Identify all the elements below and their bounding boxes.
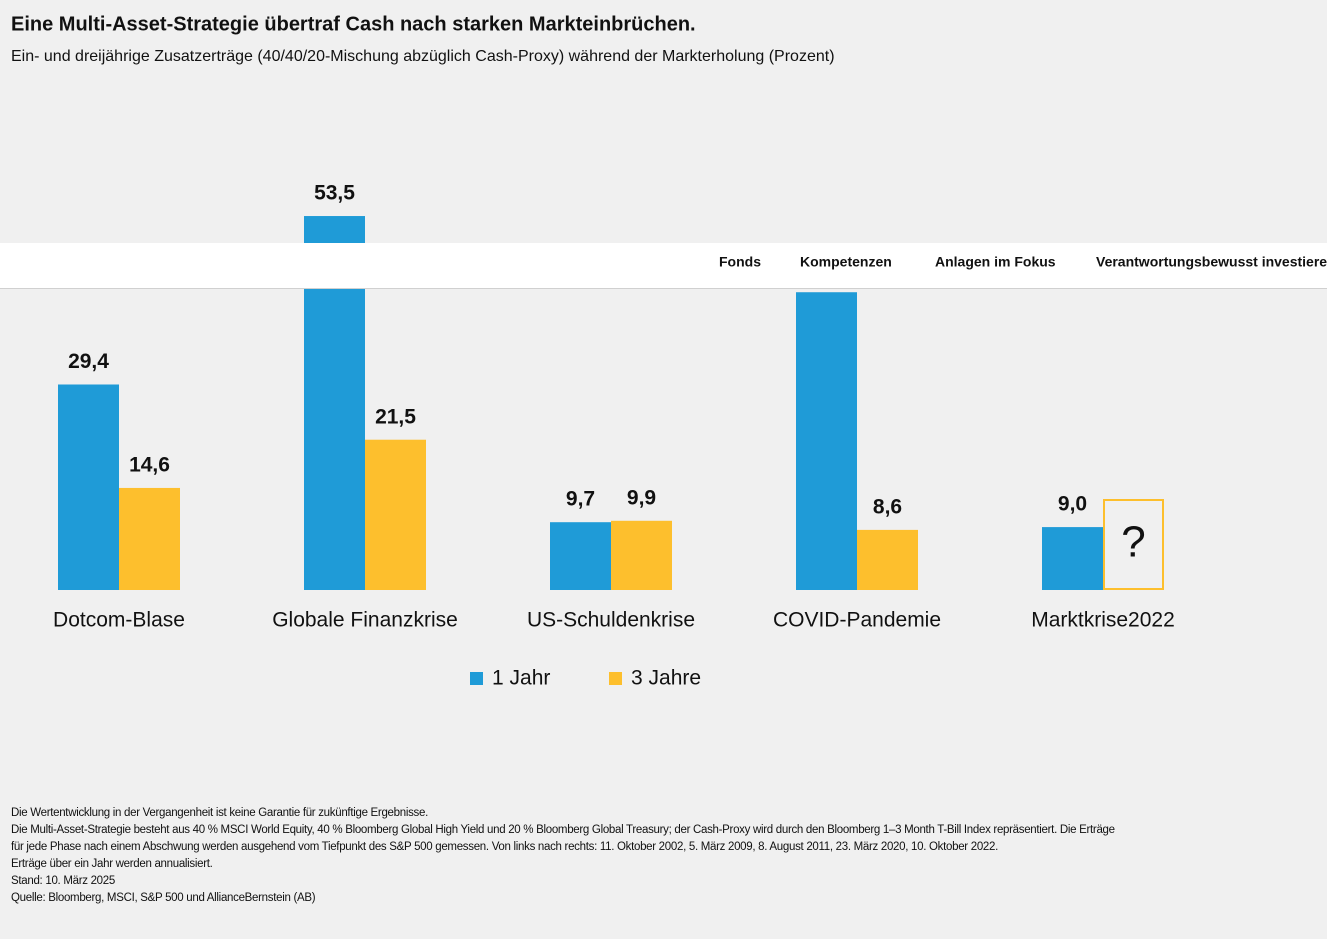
- value-label: 9,7: [566, 488, 595, 511]
- footnote: Erträge über ein Jahr werden annualisier…: [11, 858, 213, 870]
- placeholder-label: ?: [1121, 518, 1145, 567]
- nav-item[interactable]: Anlagen im Fokus: [935, 254, 1056, 270]
- bar: [550, 522, 611, 590]
- footnote: Die Wertentwicklung in der Vergangenheit…: [11, 807, 428, 819]
- nav-bar: [0, 243, 1327, 288]
- value-label: 14,6: [129, 453, 170, 476]
- bar: [1042, 527, 1103, 590]
- bar: [611, 520, 672, 590]
- bar: [857, 529, 918, 590]
- placeholder-box: [1103, 499, 1164, 590]
- bar: [365, 439, 426, 590]
- nav-item[interactable]: Fonds: [719, 254, 761, 270]
- legend-swatch: [470, 672, 483, 685]
- x-tick-label: US-Schuldenkrise: [527, 609, 695, 632]
- footnote: Die Multi-Asset-Strategie besteht aus 40…: [11, 824, 1115, 836]
- bar: [796, 292, 857, 590]
- nav-item[interactable]: Kompetenzen: [800, 254, 892, 270]
- nav-item[interactable]: Verantwortungsbewusst investieren: [1096, 254, 1327, 270]
- x-tick-label: Globale Finanzkrise: [272, 609, 458, 632]
- x-tick-label: COVID-Pandemie: [773, 609, 941, 632]
- value-label: 53,5: [314, 182, 355, 205]
- legend-swatch: [609, 672, 622, 685]
- x-tick-label: Dotcom-Blase: [53, 609, 185, 632]
- legend-label: 3 Jahre: [631, 667, 701, 690]
- legend-label: 1 Jahr: [492, 667, 550, 690]
- chart-title: Eine Multi-Asset-Strategie übertraf Cash…: [11, 13, 696, 35]
- value-label: 9,9: [627, 486, 656, 509]
- bar: [58, 384, 119, 590]
- bar: [119, 487, 180, 590]
- footnote: Stand: 10. März 2025: [11, 875, 115, 887]
- value-label: 21,5: [375, 405, 416, 428]
- chart-subtitle: Ein- und dreijährige Zusatzerträge (40/4…: [11, 48, 835, 65]
- footnote: für jede Phase nach einem Abschwung werd…: [11, 841, 998, 853]
- footnote: Quelle: Bloomberg, MSCI, S&P 500 und All…: [11, 892, 316, 904]
- value-label: 29,4: [68, 350, 109, 373]
- value-label: 8,6: [873, 495, 902, 518]
- value-label: 9,0: [1058, 493, 1087, 516]
- x-tick-label: Marktkrise2022: [1031, 609, 1175, 632]
